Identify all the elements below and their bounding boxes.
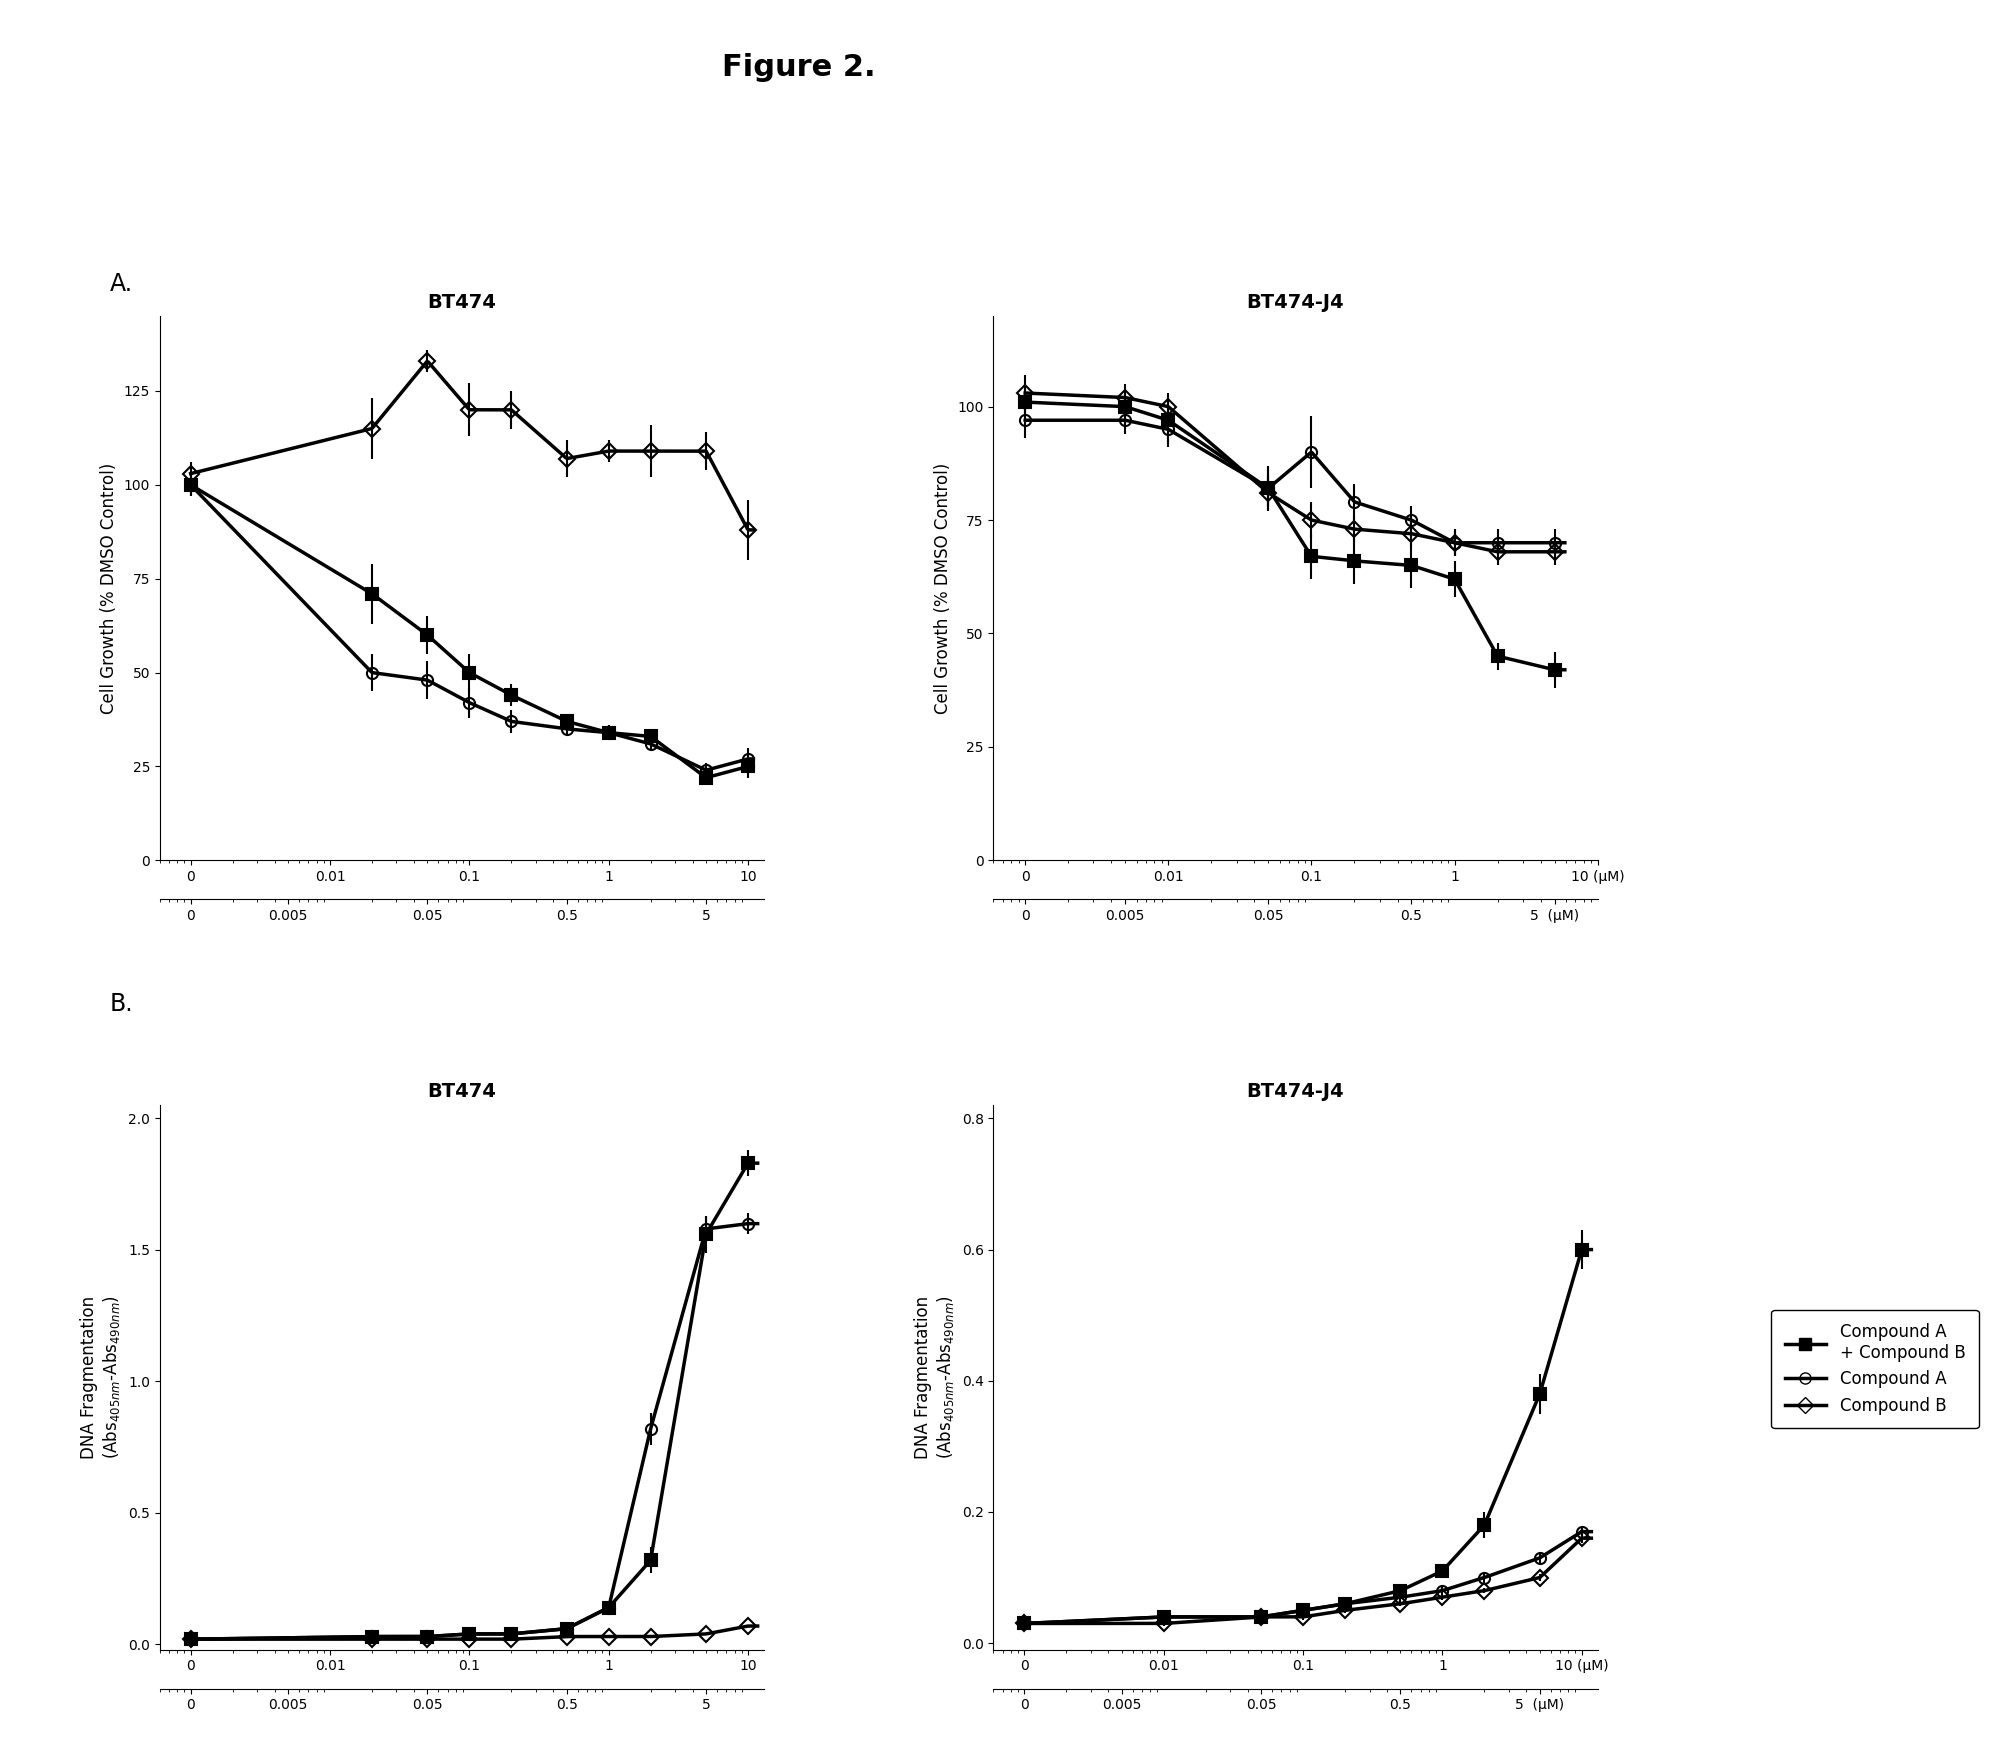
Y-axis label: DNA Fragmentation
(Abs$_{405nm}$-Abs$_{490nm}$): DNA Fragmentation (Abs$_{405nm}$-Abs$_{4…	[80, 1295, 122, 1460]
Title: BT474-J4: BT474-J4	[1246, 1083, 1344, 1100]
Text: B.: B.	[110, 992, 134, 1016]
Y-axis label: DNA Fragmentation
(Abs$_{405nm}$-Abs$_{490nm}$): DNA Fragmentation (Abs$_{405nm}$-Abs$_{4…	[915, 1295, 957, 1460]
Title: BT474: BT474	[427, 293, 497, 312]
Legend: Compound A
+ Compound B, Compound A, Compound B: Compound A + Compound B, Compound A, Com…	[1771, 1309, 1979, 1429]
Text: A.: A.	[110, 272, 134, 297]
Title: BT474-J4: BT474-J4	[1246, 293, 1344, 312]
Title: BT474: BT474	[427, 1083, 497, 1100]
Y-axis label: Cell Growth (% DMSO Control): Cell Growth (% DMSO Control)	[100, 463, 118, 714]
Y-axis label: Cell Growth (% DMSO Control): Cell Growth (% DMSO Control)	[935, 463, 953, 714]
Text: Figure 2.: Figure 2.	[723, 53, 875, 82]
